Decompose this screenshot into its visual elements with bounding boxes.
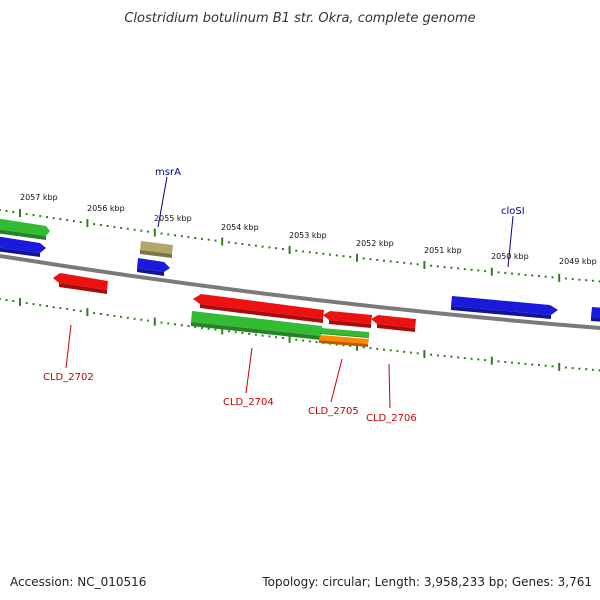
gene-CLD_2705[interactable] <box>319 335 369 347</box>
CLD_2702-leader-line <box>65 324 72 369</box>
gene-label-CLD_2702: CLD_2702 <box>43 372 94 383</box>
gene-label-CLD_2706: CLD_2706 <box>366 413 417 424</box>
genome-summary-text: Topology: circular; Length: 3,958,233 bp… <box>261 575 592 589</box>
CLD_2705-leader-line <box>330 358 343 403</box>
gene-cloSI[interactable] <box>451 296 558 319</box>
cloSI-leader-line <box>507 215 514 268</box>
gene-label-msrA: msrA <box>155 167 181 178</box>
gene-CLD_2705-green[interactable] <box>320 328 369 338</box>
map-title: Clostridium botulinum B1 str. Okra, comp… <box>124 11 475 26</box>
ruler-label-2056: 2056 kbp <box>87 204 125 213</box>
ruler-label-2053: 2053 kbp <box>289 231 327 240</box>
ruler-label-2055: 2055 kbp <box>154 214 192 223</box>
gene-green-left-outer[interactable] <box>0 218 50 240</box>
gene-red-large[interactable] <box>193 294 324 323</box>
gene-label-cloSI: cloSI <box>501 206 525 217</box>
gene-red-mid[interactable] <box>323 311 372 328</box>
gene-blue-right-edge[interactable] <box>591 307 600 322</box>
ruler-label-2051: 2051 kbp <box>424 246 462 255</box>
gene-blue-small[interactable] <box>137 258 170 276</box>
accession-text: Accession: NC_010516 <box>10 575 146 589</box>
ruler-label-2057: 2057 kbp <box>20 193 58 202</box>
ruler-label-2049: 2049 kbp <box>559 257 597 266</box>
ruler-label-2054: 2054 kbp <box>221 223 259 232</box>
genome-backbone <box>0 254 600 330</box>
gene-CLD_2706[interactable] <box>371 315 416 332</box>
gene-label-CLD_2705: CLD_2705 <box>308 406 359 417</box>
ruler-label-2050: 2050 kbp <box>491 252 529 261</box>
gene-CLD_2702[interactable] <box>53 273 108 294</box>
gene-blue-left-outer[interactable] <box>0 236 46 257</box>
gene-msrA[interactable] <box>140 241 173 258</box>
gene-label-CLD_2704: CLD_2704 <box>223 397 274 408</box>
outer-kbp-ruler <box>0 209 600 283</box>
msrA-leader-line <box>157 176 168 228</box>
CLD_2706-leader-line <box>388 363 391 409</box>
gene-CLD_2704[interactable] <box>191 311 322 340</box>
ruler-label-2052: 2052 kbp <box>356 239 394 248</box>
CLD_2704-leader-line <box>245 347 253 394</box>
